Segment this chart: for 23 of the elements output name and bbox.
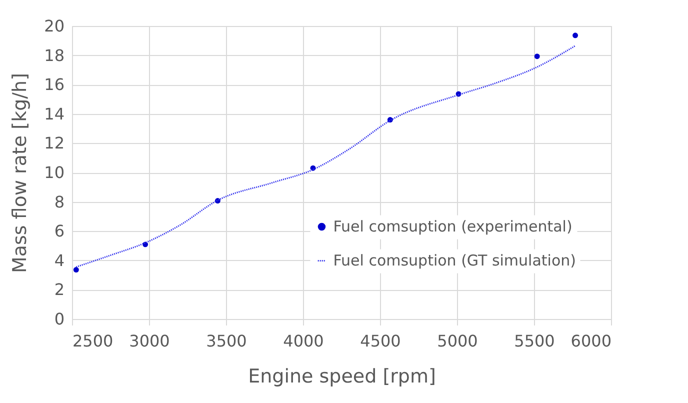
y-tick-label: 4 xyxy=(54,250,64,270)
y-tick-label: 12 xyxy=(44,134,64,153)
y-tick-label: 16 xyxy=(44,75,64,94)
y-tick-label: 6 xyxy=(54,222,64,241)
y-axis-title: Mass flow rate [kg/h] xyxy=(9,72,32,274)
x-tick-label: 4500 xyxy=(360,332,401,350)
y-tick-label: 20 xyxy=(44,16,64,36)
legend-label: Fuel comsuption (experimental) xyxy=(333,218,572,236)
y-tick-label: 8 xyxy=(54,192,64,212)
x-tick-label: 5000 xyxy=(437,332,478,350)
legend-label: Fuel comsuption (GT simulation) xyxy=(333,252,576,270)
y-tick-label: 2 xyxy=(54,280,64,300)
x-tick-label: 6000 xyxy=(570,332,612,350)
y-tick-label: 14 xyxy=(44,104,64,124)
y-tick-label: 18 xyxy=(44,46,64,65)
x-tick-label: 2500 xyxy=(72,332,114,350)
x-tick-label: 4000 xyxy=(283,332,324,350)
y-tick-label: 0 xyxy=(54,310,64,328)
y-tick-label: 10 xyxy=(44,163,64,182)
x-tick-label: 5500 xyxy=(514,332,555,350)
x-axis-title: Engine speed [rpm] xyxy=(248,366,436,388)
x-tick-label: 3000 xyxy=(129,332,170,350)
x-tick-label: 3500 xyxy=(206,332,247,350)
